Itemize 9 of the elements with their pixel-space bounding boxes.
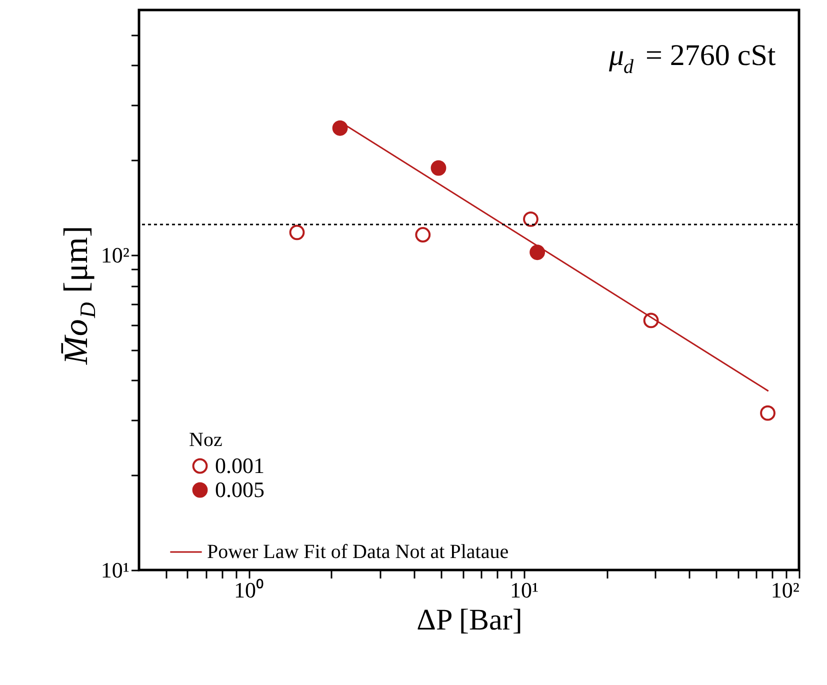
legend-title: Noz <box>189 429 222 451</box>
legend-label: 0.005 <box>215 477 264 502</box>
x-tick-label: 10² <box>770 578 800 602</box>
legend-label: Power Law Fit of Data Not at Plataue <box>207 541 509 563</box>
legend-label: 0.001 <box>215 453 264 478</box>
x-tick-label: 10⁰ <box>234 578 264 602</box>
x-axis-title: ΔP [Bar] <box>416 604 522 636</box>
y-axis-title: M̄oD [μm] <box>58 226 100 366</box>
x-tick-label: 10¹ <box>510 578 539 602</box>
